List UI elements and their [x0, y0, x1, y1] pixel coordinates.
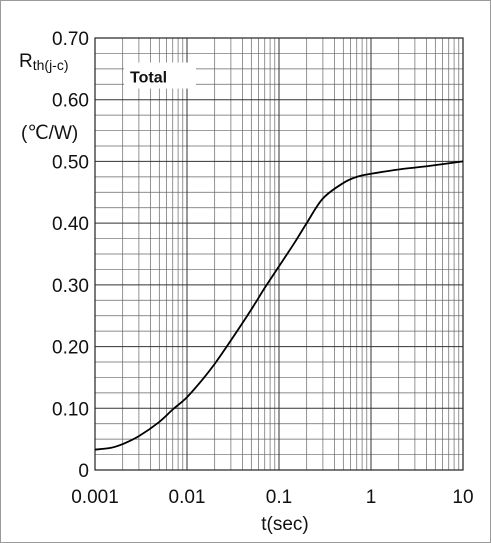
legend: Total: [124, 62, 196, 89]
x-tick-label: 10: [452, 487, 473, 508]
y-tick-label: 0.30: [52, 276, 89, 297]
plot-border: [94, 37, 464, 471]
x-tick-labels: 0.001 0.01 0.1 1 10: [71, 487, 473, 508]
y-tick-labels: 0 0.10 0.20 0.30 0.40 0.50 0.60 0.70: [52, 29, 89, 482]
y-tick-label: 0.10: [52, 399, 89, 420]
y-axis-label: Rth(j-c) (℃/W): [19, 51, 78, 144]
grid-major: [94, 37, 464, 471]
y-axis-unit: (℃/W): [21, 123, 78, 144]
legend-item-total: Total: [130, 70, 167, 87]
y-tick-label: 0.20: [52, 338, 89, 359]
y-tick-label: 0.40: [52, 214, 89, 235]
legend-box: [124, 62, 196, 89]
svg-text:Rth(j-c): Rth(j-c): [19, 51, 69, 73]
y-axis-label-sub: th(j-c): [33, 57, 69, 73]
y-axis-label-main: R: [19, 51, 33, 72]
x-tick-label: 1: [366, 487, 377, 508]
x-axis-label: t(sec): [261, 514, 309, 535]
series-line-total: [94, 160, 464, 451]
y-tick-label: 0.50: [52, 152, 89, 173]
x-tick-label: 0.1: [266, 487, 292, 508]
y-tick-label: 0.60: [52, 91, 89, 112]
y-tick-label: 0.70: [52, 29, 89, 50]
x-tick-label: 0.001: [71, 487, 119, 508]
y-tick-label: 0: [78, 461, 89, 482]
x-tick-label: 0.01: [169, 487, 206, 508]
